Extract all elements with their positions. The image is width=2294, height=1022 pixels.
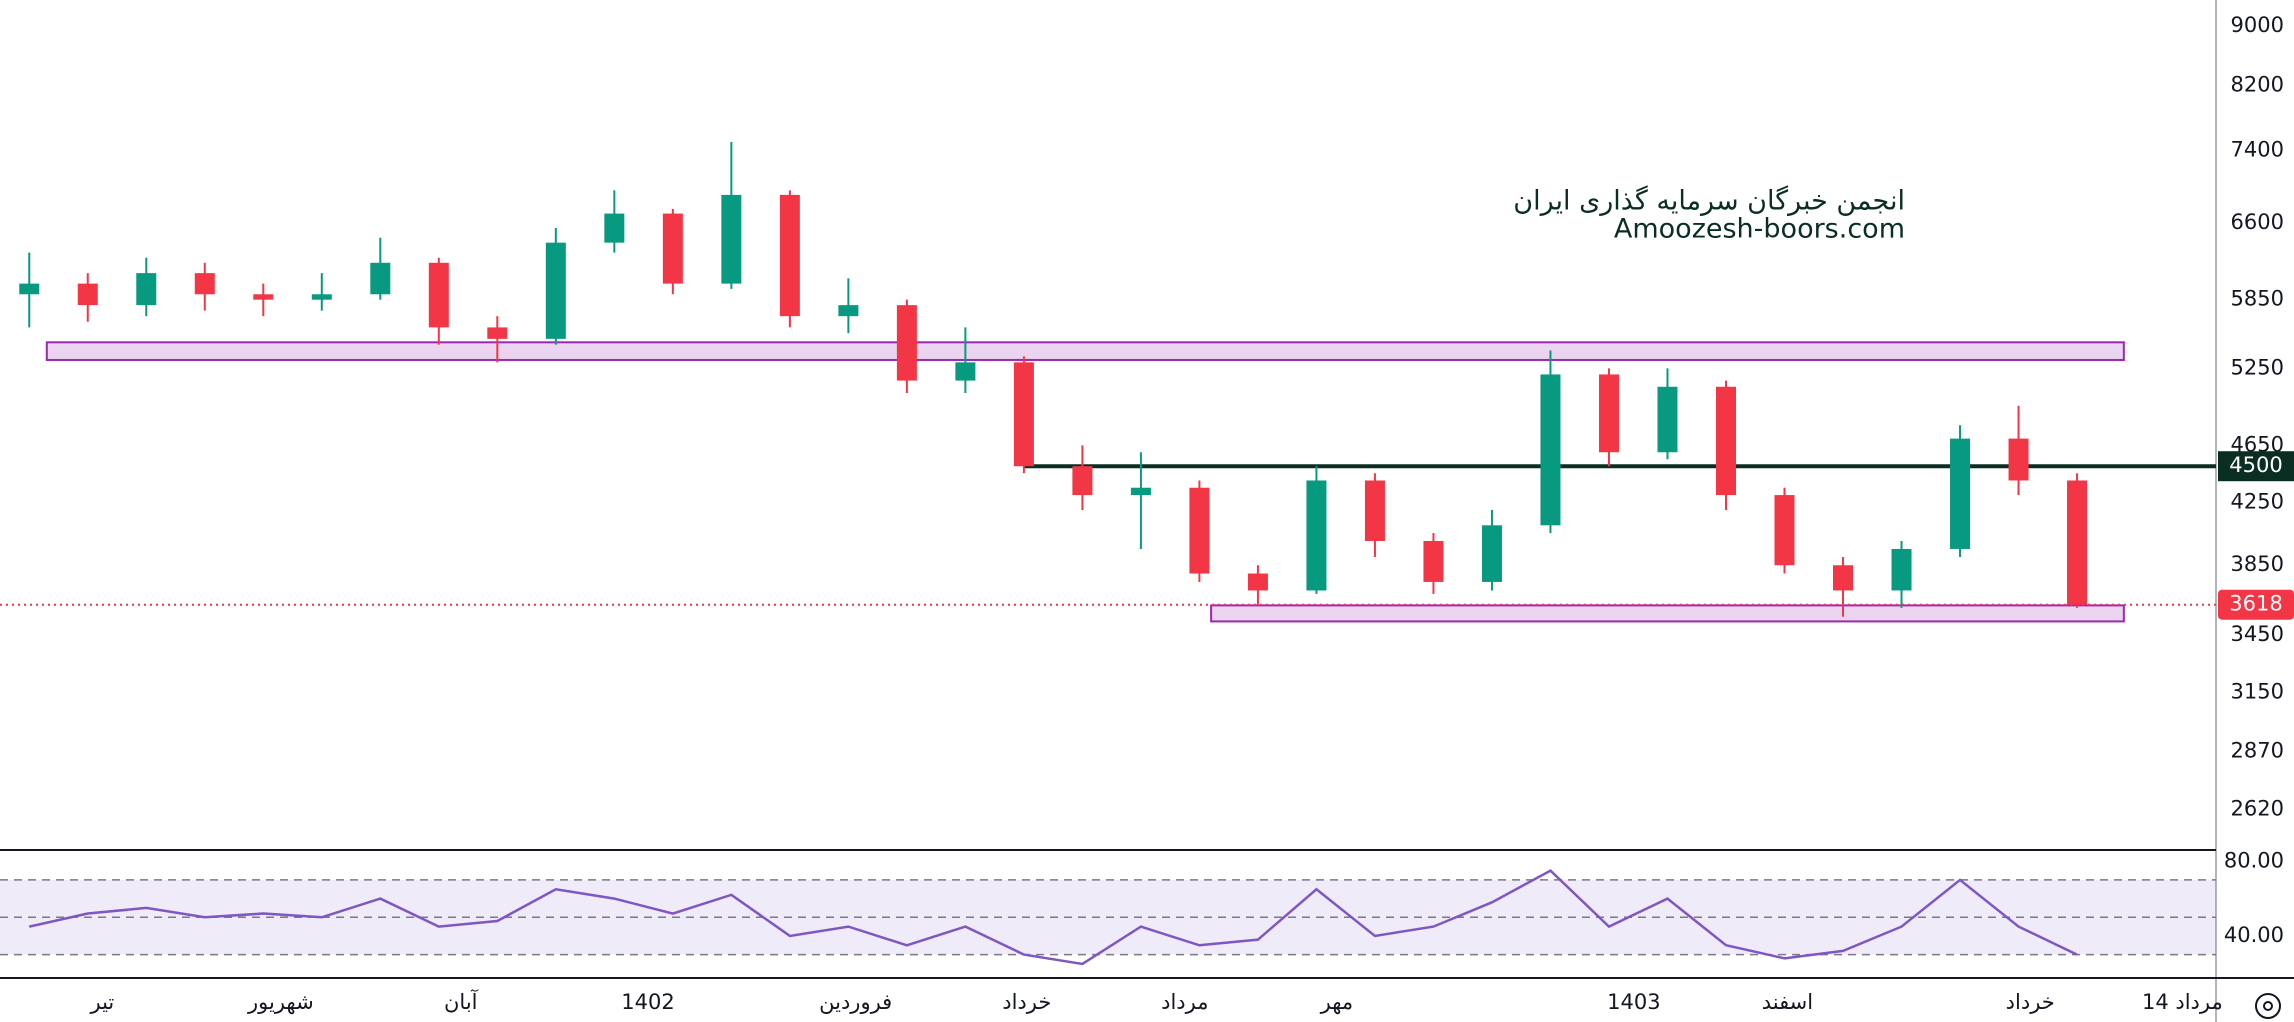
y-tick-label: 6600 <box>2231 210 2284 234</box>
candle-body <box>1072 466 1093 496</box>
last-price-label: 3618 <box>2229 592 2282 616</box>
candle-body <box>896 305 917 381</box>
candle-body <box>1833 565 1854 591</box>
rsi-line <box>28 869 2078 966</box>
settings-icon[interactable] <box>2255 993 2281 1019</box>
candle-body <box>1715 386 1736 496</box>
candle-body <box>1247 573 1268 591</box>
candle-body <box>955 362 976 381</box>
y-tick-label: 7400 <box>2231 137 2284 161</box>
x-tick-label: آبان <box>444 989 479 1014</box>
x-tick-label: خرداد <box>1002 990 1051 1014</box>
y-tick-label: 3450 <box>2231 622 2284 646</box>
x-tick-label: مهر <box>1320 990 1354 1014</box>
candle-body <box>1130 487 1151 496</box>
y-tick-label: 4250 <box>2231 489 2284 513</box>
candle-body <box>662 213 683 284</box>
watermark: انجمن خبرگان سرمایه گذاری ایران <box>1513 185 1905 217</box>
candle-body <box>1540 374 1561 526</box>
x-tick-label: 14 مرداد <box>2142 990 2223 1014</box>
level-label: 4500 <box>2229 453 2282 477</box>
x-tick-label: مرداد <box>1161 990 1208 1014</box>
candle-body <box>428 262 449 328</box>
candle-body <box>1891 548 1912 591</box>
candle-body <box>779 194 800 317</box>
y-tick-label: 3850 <box>2231 552 2284 576</box>
level-tag <box>2218 451 2294 482</box>
candle-body <box>370 262 391 295</box>
watermark: Amoozesh-boors.com <box>1614 214 1905 245</box>
x-tick-label: تیر <box>89 990 114 1014</box>
candle-body <box>1657 386 1678 453</box>
candle-body <box>545 242 566 339</box>
candle-body <box>1423 540 1444 582</box>
candle-body <box>19 283 40 295</box>
candle-body <box>1774 495 1795 566</box>
zone <box>1210 604 2125 623</box>
candle-body <box>2067 480 2088 605</box>
y-tick-label: 2870 <box>2231 739 2284 763</box>
candle-body <box>721 194 742 284</box>
zone <box>45 341 2125 361</box>
candle-body <box>136 273 157 306</box>
candle-body <box>77 283 98 306</box>
y-tick-label: 80.00 <box>2224 848 2284 872</box>
candle-body <box>487 327 508 339</box>
y-tick-label: 5250 <box>2231 355 2284 379</box>
last-price-tag <box>2218 589 2294 620</box>
candle-body <box>1189 487 1210 574</box>
candle-body <box>1364 480 1385 541</box>
candle-body <box>2008 438 2029 481</box>
candle-body <box>1598 374 1619 453</box>
candle-body <box>838 305 859 317</box>
candle-body <box>194 273 215 295</box>
y-tick-label: 2620 <box>2231 797 2284 821</box>
x-tick-label: 1403 <box>1607 990 1660 1014</box>
candle-body <box>604 213 625 243</box>
y-tick-label: 40.00 <box>2224 923 2284 947</box>
candle-body <box>1306 480 1327 591</box>
x-tick-label: فروردین <box>819 990 892 1014</box>
x-tick-label: اسفند <box>1762 990 1813 1014</box>
x-tick-label: 1402 <box>621 990 674 1014</box>
candle-body <box>1481 525 1502 582</box>
x-tick-label: خرداد <box>2006 990 2055 1014</box>
candle-body <box>253 294 274 300</box>
x-tick-label: شهریور <box>247 990 314 1014</box>
y-tick-label: 3150 <box>2231 680 2284 704</box>
y-tick-label: 8200 <box>2231 72 2284 96</box>
candle-body <box>311 294 332 300</box>
candle-body <box>1013 362 1034 467</box>
y-tick-label: 9000 <box>2231 13 2284 37</box>
y-tick-label: 5850 <box>2231 287 2284 311</box>
candle-body <box>1950 438 1971 549</box>
